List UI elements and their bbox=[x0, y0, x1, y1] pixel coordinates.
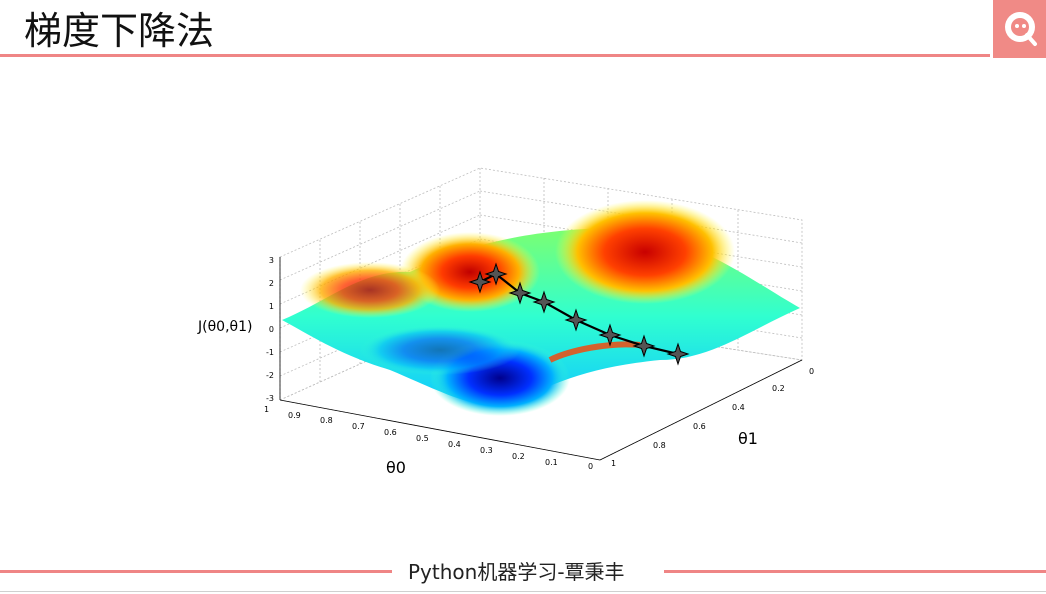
z-tick: -1 bbox=[266, 348, 274, 357]
footer-rule-left bbox=[0, 570, 392, 573]
x-axis-label: θ0 bbox=[386, 458, 406, 477]
descent-steps bbox=[468, 262, 690, 366]
x-tick: 0.4 bbox=[448, 440, 461, 449]
x-tick: 0.1 bbox=[545, 458, 558, 467]
x-tick: 0.8 bbox=[320, 416, 333, 425]
footer-text: Python机器学习-覃秉丰 bbox=[408, 560, 625, 584]
descent-step-marker bbox=[508, 281, 532, 305]
y-tick: 0.4 bbox=[732, 403, 745, 412]
descent-step-marker bbox=[598, 323, 622, 347]
descent-step-marker bbox=[468, 270, 492, 294]
footer-rule-right bbox=[664, 570, 1046, 573]
x-tick: 0.9 bbox=[288, 411, 301, 420]
descent-step-marker bbox=[666, 342, 690, 366]
descent-step-marker bbox=[564, 308, 588, 332]
z-tick: -2 bbox=[266, 371, 274, 380]
descent-step-marker bbox=[632, 334, 656, 358]
z-axis-label: J(θ0,θ1) bbox=[197, 319, 252, 335]
y-tick: 0 bbox=[809, 367, 814, 376]
cost-surface bbox=[282, 200, 800, 416]
descent-step-marker bbox=[532, 290, 556, 314]
z-tick: 2 bbox=[269, 279, 274, 288]
y-axis-label: θ1 bbox=[738, 429, 758, 448]
z-tick: 0 bbox=[269, 325, 274, 334]
y-tick: 1 bbox=[611, 459, 616, 468]
z-tick: -3 bbox=[266, 394, 274, 403]
x-tick: 0 bbox=[588, 462, 593, 471]
x-tick: 0.2 bbox=[512, 452, 525, 461]
y-axis bbox=[599, 359, 803, 461]
descent-step-marker bbox=[484, 262, 508, 286]
slide-bottom-border bbox=[0, 591, 1046, 592]
y-tick: 0.2 bbox=[772, 384, 785, 393]
slide-title: 梯度下降法 bbox=[24, 9, 215, 53]
z-tick: 1 bbox=[269, 302, 274, 311]
x-tick: 0.3 bbox=[480, 446, 493, 455]
y-tick: 0.8 bbox=[653, 441, 666, 450]
x-axis bbox=[279, 399, 601, 461]
x-tick: 1 bbox=[264, 405, 269, 414]
logo bbox=[993, 0, 1046, 58]
title-underline bbox=[0, 54, 990, 57]
z-tick: 3 bbox=[269, 256, 274, 265]
x-tick: 0.7 bbox=[352, 422, 365, 431]
y-tick: 0.6 bbox=[693, 422, 706, 431]
x-tick: 0.6 bbox=[384, 428, 397, 437]
gradient-descent-surface-plot: 3 2 1 0 -1 -2 -3 J(θ0,θ1) 1 0.9 0.8 0.7 … bbox=[197, 167, 814, 477]
x-tick: 0.5 bbox=[416, 434, 429, 443]
logo-icon bbox=[1005, 12, 1037, 46]
